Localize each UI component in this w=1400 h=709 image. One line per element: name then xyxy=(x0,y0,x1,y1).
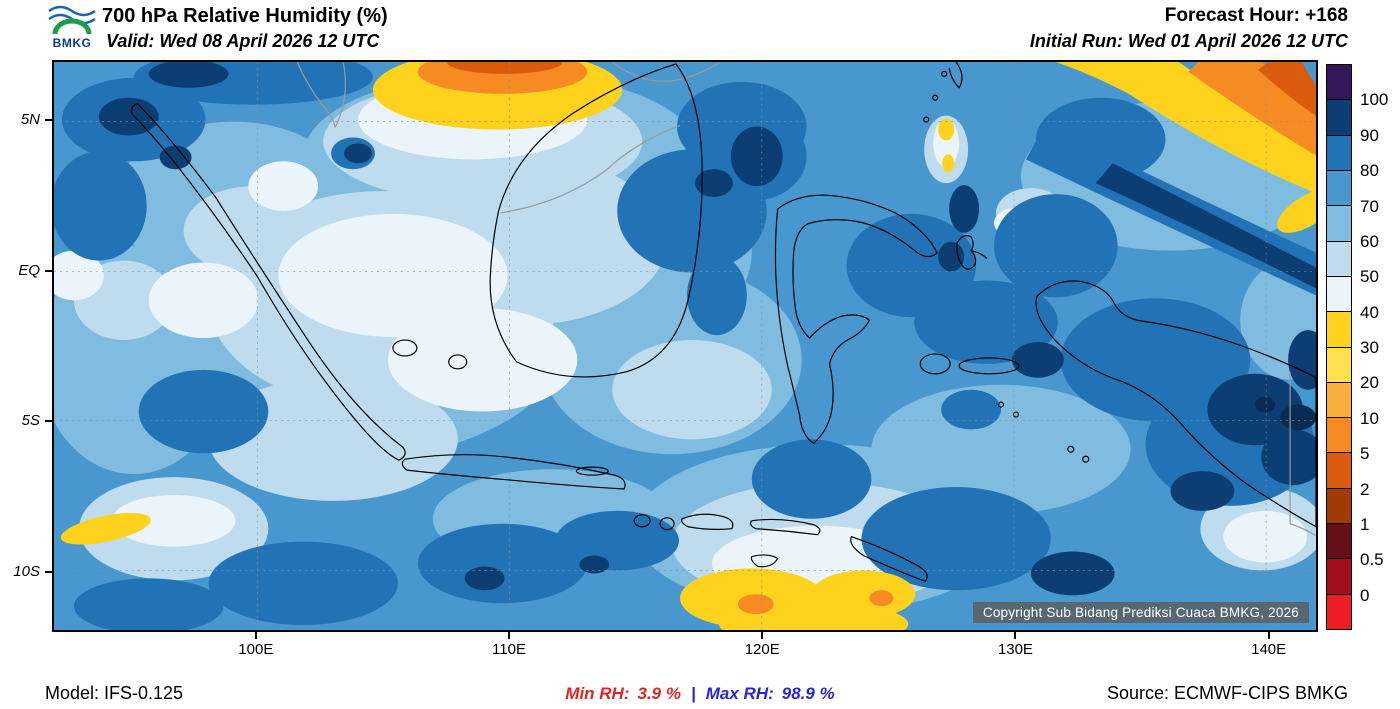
colorbar-labels: 100 90 80 70 60 50 40 30 20 10 5 2 1 0.5 0 xyxy=(1360,64,1400,630)
indonesia-coastlines xyxy=(130,62,1316,582)
colorbar-label: 70 xyxy=(1360,196,1379,216)
forecast-hour: Forecast Hour: +168 xyxy=(1164,5,1348,26)
x-tick-mark xyxy=(508,632,511,639)
valid-time: Valid: Wed 08 April 2026 12 UTC xyxy=(106,31,380,51)
min-rh-value: 3.9 % xyxy=(637,684,681,703)
colorbar-label: 0 xyxy=(1360,585,1370,605)
colorbar-segment xyxy=(1327,206,1351,242)
gridlines xyxy=(54,62,1316,630)
x-tick-label: 140E xyxy=(1251,641,1287,658)
min-max-separator: | xyxy=(690,684,696,703)
y-tick-label: 5S xyxy=(21,411,40,429)
colorbar-label: 50 xyxy=(1360,267,1379,287)
y-tick-mark xyxy=(45,270,52,273)
min-rh-label: Min RH: xyxy=(565,684,630,703)
colorbar-segment xyxy=(1327,65,1351,101)
colorbar-segment xyxy=(1327,100,1351,136)
colorbar-segment xyxy=(1327,170,1351,207)
neighbour-coastlines xyxy=(296,62,1316,537)
colorbar-label: 60 xyxy=(1360,231,1379,251)
map-canvas: Copyright Sub Bidang Prediksi Cuaca BMKG… xyxy=(52,60,1318,632)
bmkg-logo-icon xyxy=(48,5,96,35)
colorbar-label: 2 xyxy=(1360,479,1370,499)
source-label: Source: ECMWF-CIPS BMKG xyxy=(1106,683,1348,703)
y-tick-mark xyxy=(45,570,52,573)
colorbar-label: 40 xyxy=(1360,302,1379,322)
colorbar-label: 20 xyxy=(1360,373,1379,393)
colorbar-label: 30 xyxy=(1360,338,1379,357)
colorbar-segment xyxy=(1327,594,1351,629)
colorbar-label: 10 xyxy=(1360,408,1379,428)
x-tick-mark xyxy=(761,632,764,639)
colorbar-label: 90 xyxy=(1360,125,1379,145)
x-tick-mark xyxy=(1267,632,1270,639)
colorbar-segment xyxy=(1327,418,1351,454)
colorbar-segment xyxy=(1327,135,1351,171)
colorbar-label: 80 xyxy=(1360,161,1379,181)
colorbar-segment xyxy=(1327,312,1351,348)
x-tick-label: 110E xyxy=(492,641,526,658)
colorbar-segment xyxy=(1327,382,1351,419)
humidity-field-map xyxy=(54,62,1316,630)
page-title: 700 hPa Relative Humidity (%) xyxy=(102,5,388,27)
x-tick-mark xyxy=(1014,632,1017,639)
colorbar-label: 0.5 xyxy=(1360,550,1384,570)
x-tick-label: 130E xyxy=(997,641,1033,658)
max-rh-label: Max RH: xyxy=(705,684,774,703)
x-tick-label: 120E xyxy=(744,641,780,658)
rh-90-100-regions xyxy=(98,62,1316,596)
model-label: Model: IFS-0.125 xyxy=(45,683,184,703)
copyright-overlay: Copyright Sub Bidang Prediksi Cuaca BMKG… xyxy=(972,602,1309,623)
colorbar-segment xyxy=(1327,524,1351,560)
rh-2-5-regions xyxy=(446,62,1316,116)
colorbar-segment xyxy=(1327,276,1351,313)
y-tick-label: EQ xyxy=(18,262,40,280)
colorbar-label: 5 xyxy=(1360,444,1370,464)
x-axis: 100E 110E 120E 130E 140E xyxy=(52,632,1318,660)
colorbar xyxy=(1326,64,1352,630)
initial-run: Initial Run: Wed 01 April 2026 12 UTC xyxy=(1029,31,1348,51)
x-tick-label: 100E xyxy=(238,641,274,658)
colorbar-segment xyxy=(1327,347,1351,383)
colorbar-label: 100 xyxy=(1360,90,1389,110)
bmkg-logo-text: BMKG xyxy=(52,36,92,50)
y-axis: 5N EQ 5S 10S xyxy=(0,60,52,632)
max-rh-value: 98.9 % xyxy=(781,684,835,703)
y-tick-label: 10S xyxy=(13,562,40,580)
colorbar-segment xyxy=(1327,241,1351,277)
colorbar-label: 1 xyxy=(1360,514,1370,534)
min-max-rh: Min RH: 3.9 % | Max RH: 98.9 % xyxy=(0,684,1400,704)
rh-max-regions xyxy=(1255,396,1316,431)
colorbar-segment xyxy=(1327,488,1351,525)
y-tick-mark xyxy=(45,419,52,422)
bmkg-logo: BMKG xyxy=(44,2,100,50)
x-tick-mark xyxy=(254,632,257,639)
colorbar-segment xyxy=(1327,559,1351,595)
y-tick-label: 5N xyxy=(20,111,40,129)
y-tick-mark xyxy=(45,119,52,122)
colorbar-segment xyxy=(1327,453,1351,489)
